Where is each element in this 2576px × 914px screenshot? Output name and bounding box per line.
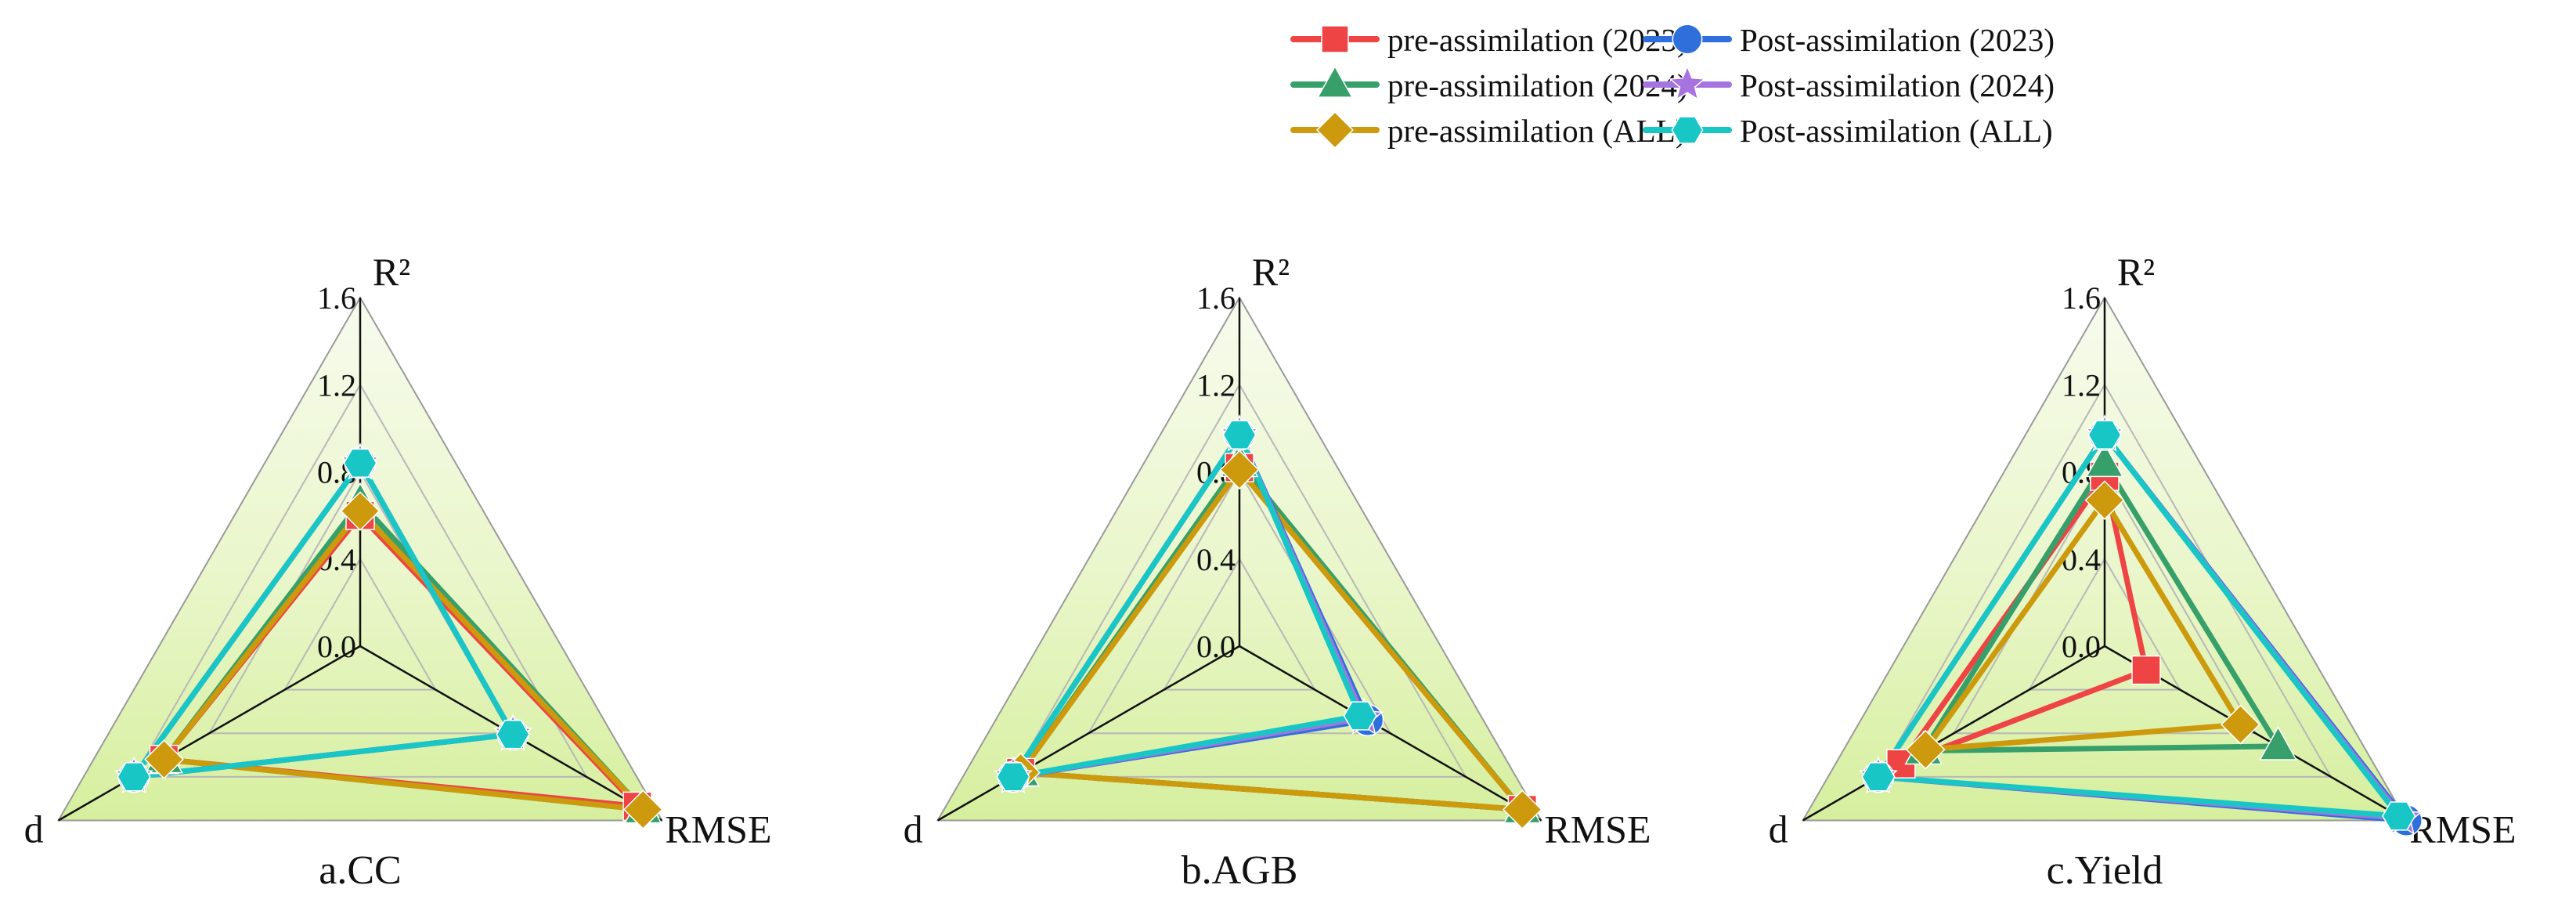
legend-label: Post-assimilation (2024) <box>1740 67 2055 103</box>
data-point-post-assimilation-all-r2 <box>2087 420 2122 450</box>
axis-label-rmse: RMSE <box>1544 807 1651 851</box>
legend-label: Post-assimilation (ALL) <box>1740 113 2053 149</box>
legend-marker-hexagon-icon <box>1671 116 1704 144</box>
legend-label: pre-assimilation (2023) <box>1387 22 1688 58</box>
data-point-pre-assimilation-all-d <box>1905 729 1946 770</box>
legend-entry-pre-assimilation-2024: pre-assimilation (2024) <box>1290 65 1688 103</box>
radial-tick-label: 0.4 <box>2062 542 2101 577</box>
data-point-pre-assimilation-all-rmse <box>1502 789 1542 829</box>
radial-tick-label: 0.0 <box>2062 629 2101 664</box>
data-point-post-assimilation-all-d <box>117 762 151 792</box>
grid-ring <box>283 557 438 691</box>
legend-marker-triangle-icon <box>1316 65 1354 98</box>
data-point-post-assimilation-all-rmse <box>2382 801 2416 831</box>
radial-tick-label: 1.2 <box>1196 367 1236 403</box>
data-point-pre-assimilation-all-r2 <box>2084 480 2125 521</box>
axis-label-r2: R² <box>1252 250 1290 294</box>
radial-tick-label: 1.2 <box>2062 367 2101 403</box>
radial-tick-label: 0.0 <box>1196 629 1236 664</box>
series-line-post-assimilation-all <box>1875 432 2402 819</box>
axis-label-r2: R² <box>373 250 410 294</box>
axis-spoke <box>57 645 361 822</box>
legend-marker-star-icon <box>1669 65 1706 101</box>
axis-spoke <box>936 645 1240 822</box>
data-point-pre-assimilation-all-d <box>144 739 184 779</box>
radial-tick-label: 0.0 <box>317 629 356 664</box>
data-point-post-assimilation-all-r2 <box>343 448 377 479</box>
legend: pre-assimilation (2023) Post-assimilation… <box>1290 22 2055 150</box>
axis-label-rmse: RMSE <box>2409 807 2516 851</box>
axis-label-d: d <box>1769 807 1788 851</box>
panel-title: a.CC <box>319 848 401 893</box>
data-point-pre-assimilation-all-rmse <box>622 789 663 829</box>
radial-tick-label: 1.6 <box>317 280 356 316</box>
data-point-post-assimilation-all-rmse <box>496 719 530 750</box>
legend-entry-post-assimilation-2023: Post-assimilation (2023) <box>1643 22 2055 58</box>
radial-tick-label: 1.6 <box>2062 280 2101 316</box>
series-group <box>994 414 1542 829</box>
radial-tick-label: 0.4 <box>1196 542 1236 577</box>
legend-entry-post-assimilation-2024: Post-assimilation (2024) <box>1643 65 2055 103</box>
grid-ring <box>1162 557 1317 691</box>
grid-ring <box>1012 383 1467 778</box>
legend-label: pre-assimilation (ALL) <box>1387 113 1686 149</box>
legend-marker-circle-icon <box>1672 23 1703 55</box>
series-line-pre-assimilation-all <box>1922 497 2243 753</box>
series-group <box>114 443 663 829</box>
data-point-post-assimilation-all-rmse <box>1343 701 1377 731</box>
grid-ring <box>2027 557 2182 691</box>
grid-ring <box>1801 296 2408 822</box>
legend-marker-square-icon <box>1321 25 1349 53</box>
series-group <box>1859 414 2423 837</box>
charts: 1.61.20.80.40.0R²RMSEda.CC1.61.20.80.40.… <box>24 250 2516 893</box>
panel-title: c.Yield <box>2047 848 2163 893</box>
data-point-pre-assimilation-2023-rmse <box>2131 655 2161 685</box>
legend-label: pre-assimilation (2024) <box>1387 67 1688 103</box>
axis-label-d: d <box>904 807 923 851</box>
data-point-post-assimilation-all-d <box>1861 762 1896 792</box>
axis-label-r2: R² <box>2117 250 2155 294</box>
radial-tick-label: 1.6 <box>1196 280 1236 316</box>
grid-ring <box>56 295 664 822</box>
legend-entry-post-assimilation-all: Post-assimilation (ALL) <box>1643 113 2053 149</box>
data-point-post-assimilation-all-r2 <box>1222 420 1257 450</box>
series-line-post-assimilation-all <box>131 460 516 780</box>
legend-entry-pre-assimilation-all: pre-assimilation (ALL) <box>1290 110 1686 150</box>
legend-marker-diamond-icon <box>1315 110 1355 150</box>
data-point-pre-assimilation-all-r2 <box>1219 450 1260 490</box>
data-point-pre-assimilation-all-rmse <box>2221 704 2260 745</box>
data-point-pre-assimilation-all-r2 <box>340 491 381 531</box>
data-point-pre-assimilation-2024-rmse <box>2259 726 2297 760</box>
data-point-post-assimilation-all-d <box>996 762 1030 792</box>
axis-label-rmse: RMSE <box>665 807 771 851</box>
series-line-pre-assimilation-all <box>161 508 646 813</box>
axis-label-d: d <box>24 807 44 851</box>
radial-tick-label: 1.2 <box>317 367 356 403</box>
grid-ring <box>936 296 1543 822</box>
axis-spoke <box>1802 645 2105 822</box>
axis-spoke <box>1239 645 1542 822</box>
data-point-pre-assimilation-2024-r2 <box>2085 443 2124 478</box>
series-line-post-assimilation-all <box>1010 432 1363 780</box>
series-line-pre-assimilation-all <box>1018 467 1525 813</box>
series-line-pre-assimilation-2024 <box>1921 460 2282 753</box>
legend-label: Post-assimilation (2023) <box>1740 22 2055 58</box>
legend-entry-pre-assimilation-2023: pre-assimilation (2023) <box>1290 22 1688 58</box>
panel-title: b.AGB <box>1182 848 1298 893</box>
